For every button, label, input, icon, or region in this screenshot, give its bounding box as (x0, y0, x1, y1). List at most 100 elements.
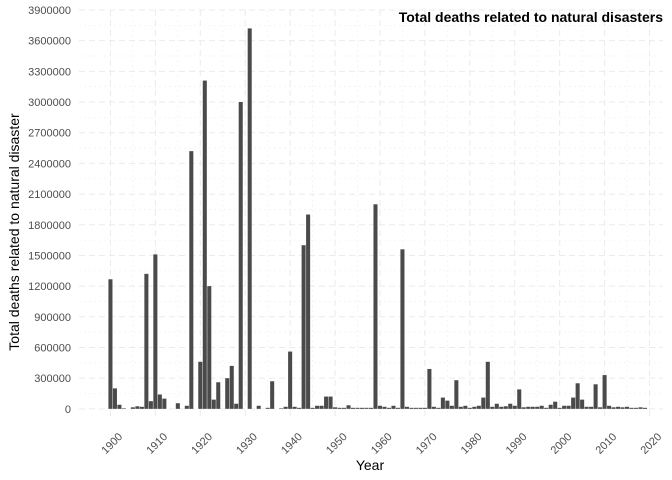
bar-1927 (229, 365, 234, 409)
y-tick-labels: 0 300000 600000 900000 1200000 1500000 1800000… (28, 5, 71, 416)
x-tick-label: 1960 (369, 431, 395, 457)
bar-1961 (382, 406, 387, 409)
grid-lines (79, 9, 663, 416)
bar-2001 (562, 405, 567, 409)
bar-1950 (333, 407, 338, 409)
x-tick-label: 2010 (594, 431, 620, 457)
bar-1923 (211, 399, 216, 409)
bar-1973 (436, 407, 441, 409)
bar-1965 (400, 249, 405, 409)
y-tick-label: 3000000 (28, 97, 71, 109)
bar-1968 (413, 407, 418, 409)
bar-2017 (634, 407, 639, 409)
bar-1987 (499, 406, 504, 409)
x-tick-label: 1900 (99, 431, 125, 457)
bar-1996 (539, 405, 544, 409)
x-tick-label: 1920 (189, 431, 215, 457)
y-tick-label: 0 (65, 404, 71, 416)
y-tick-label: 600000 (34, 342, 71, 354)
y-tick-label: 1800000 (28, 220, 71, 232)
bar-1922 (207, 286, 212, 409)
bars (108, 28, 648, 409)
y-tick-label: 3600000 (28, 36, 71, 48)
bar-1917 (184, 405, 189, 409)
bar-1910 (153, 254, 158, 409)
x-tick-label: 1990 (504, 431, 530, 457)
bar-1980 (467, 407, 472, 409)
bar-1963 (391, 405, 396, 409)
x-tick-label: 1980 (459, 431, 485, 457)
bar-1944 (306, 214, 311, 409)
bar-1962 (386, 407, 391, 409)
bar-1984 (485, 361, 490, 409)
bar-1964 (395, 407, 400, 409)
bar-1976 (449, 405, 454, 409)
y-tick-label: 2100000 (28, 189, 71, 201)
bar-1958 (368, 407, 374, 409)
bar-1942 (297, 407, 302, 409)
bar-2004 (575, 383, 580, 409)
bar-1978 (458, 406, 463, 409)
x-tick-label: 1930 (234, 431, 260, 457)
bar-1972 (431, 406, 436, 409)
bar-1936 (270, 381, 275, 409)
x-tick-label: 1950 (324, 431, 350, 457)
bar-2013 (616, 406, 621, 409)
bar-1915 (175, 403, 180, 409)
bar-2009 (598, 407, 603, 409)
bar-1960 (377, 405, 383, 409)
bar-1941 (292, 406, 297, 409)
bar-1991 (517, 389, 522, 409)
bar-1977 (454, 380, 459, 409)
bar-2016 (629, 407, 634, 409)
x-tick-label: 2000 (549, 431, 575, 457)
y-tick-label: 300000 (34, 373, 71, 385)
bar-1992 (521, 407, 526, 409)
bar-1921 (202, 80, 207, 409)
bar-1903 (121, 408, 126, 409)
x-tick-labels: 1900 1910 1920 1930 1940 1950 1960 1970 1980 1990… (99, 431, 664, 457)
bar-1953 (346, 405, 351, 409)
bar-1948 (324, 396, 329, 409)
bar-2019 (643, 407, 648, 409)
bar-1949 (328, 396, 333, 409)
bar-2003 (571, 397, 576, 409)
bar-1939 (283, 406, 288, 409)
bar-1995 (535, 406, 540, 409)
bar-1959 (373, 204, 378, 409)
bar-1909 (148, 401, 153, 409)
bar-1900 (108, 279, 113, 409)
bar-2010 (602, 375, 607, 409)
y-axis-title: Total deaths related to natural disaster (6, 113, 22, 351)
bar-1967 (409, 407, 414, 409)
bar-1975 (445, 400, 450, 409)
bar-1999 (553, 401, 558, 409)
bar-1918 (189, 151, 194, 409)
bar-2005 (580, 399, 585, 409)
x-axis-title: Year (356, 457, 385, 473)
bar-1983 (481, 397, 486, 409)
bar-2007 (589, 406, 594, 409)
bar-2018 (638, 407, 643, 409)
bar-1990 (512, 405, 517, 409)
bar-1986 (494, 403, 499, 409)
bar-1981 (472, 406, 477, 409)
bar-1926 (225, 378, 230, 409)
bar-2000 (557, 407, 562, 409)
bar-1901 (112, 388, 117, 409)
bar-1966 (404, 406, 409, 409)
bar-1935 (265, 407, 270, 409)
bar-1940 (288, 351, 293, 409)
bar-1955 (355, 407, 360, 409)
y-tick-label: 2700000 (28, 128, 71, 140)
y-tick-label: 3900000 (28, 5, 71, 17)
y-tick-label: 1500000 (28, 250, 71, 262)
y-tick-label: 1200000 (28, 281, 71, 293)
x-tick-label: 1910 (144, 431, 170, 457)
bar-2008 (593, 384, 598, 409)
bar-1906 (135, 406, 140, 409)
bar-1912 (162, 398, 167, 409)
bar-1924 (216, 382, 221, 409)
bar-1907 (139, 406, 144, 409)
bar-1905 (130, 407, 135, 409)
